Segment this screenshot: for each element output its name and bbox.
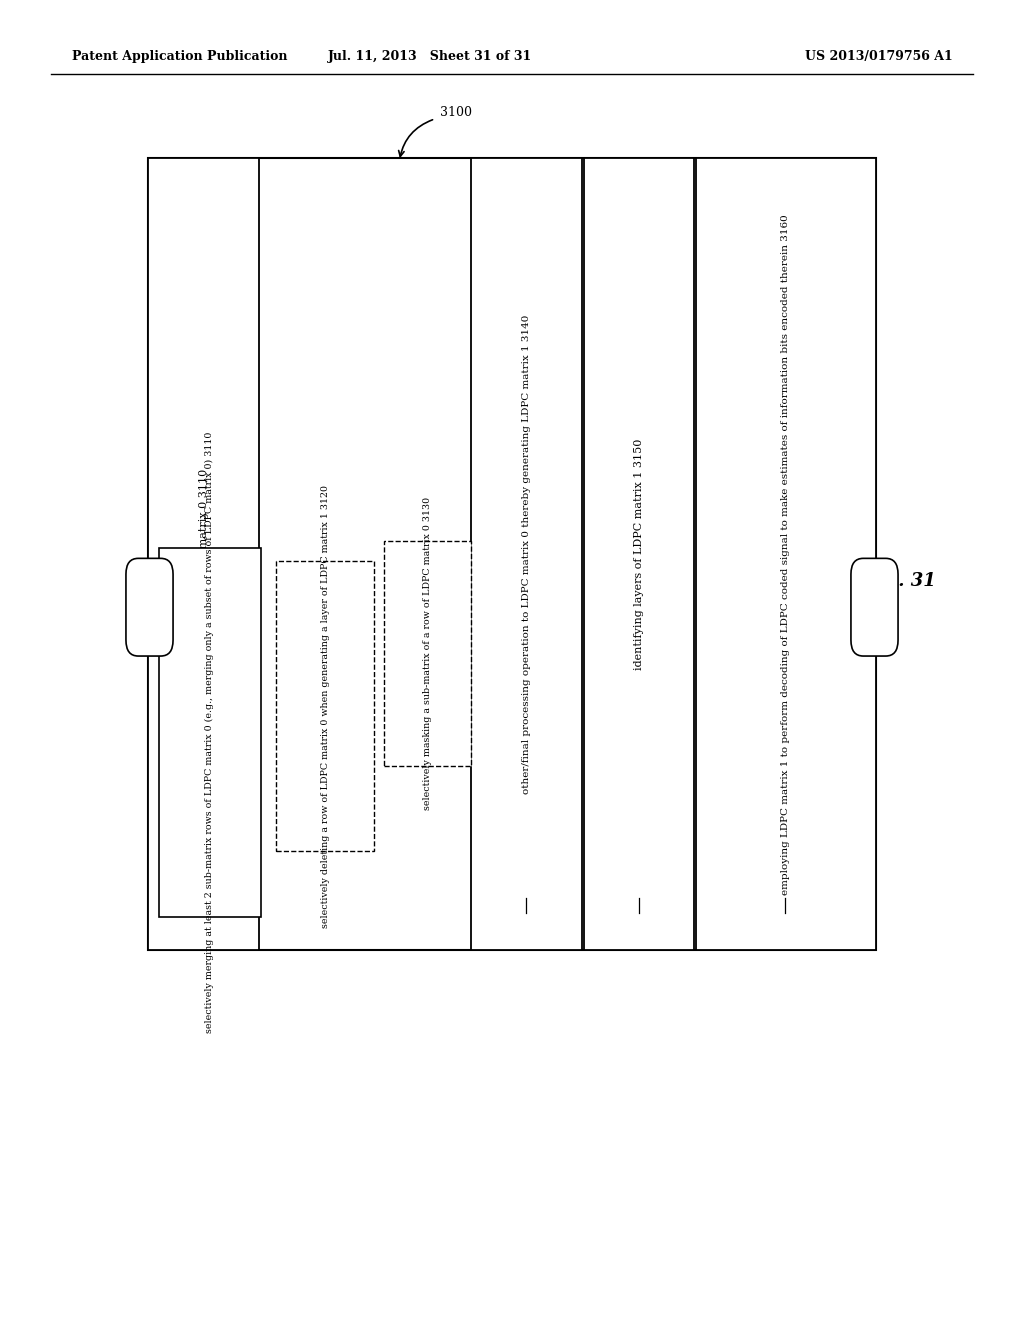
Text: Jul. 11, 2013   Sheet 31 of 31: Jul. 11, 2013 Sheet 31 of 31 <box>328 50 532 63</box>
Text: Fig. 31: Fig. 31 <box>866 572 936 590</box>
Bar <box>384 541 471 766</box>
Bar <box>584 158 694 950</box>
Text: identifying layers of LDPC matrix 1 3150: identifying layers of LDPC matrix 1 3150 <box>634 438 644 671</box>
Bar <box>696 158 876 950</box>
Text: selectively merging at least 2 sub-matrix rows of LDPC matrix 0 (e.g., merging o: selectively merging at least 2 sub-matri… <box>206 432 214 1034</box>
Bar <box>148 158 259 950</box>
Text: selectively deleting a row of LDPC matrix 0 when generating a layer of LDPC matr: selectively deleting a row of LDPC matri… <box>321 484 330 928</box>
Text: receiving LDPC matrix 0 3110: receiving LDPC matrix 0 3110 <box>199 469 209 640</box>
Text: 3100: 3100 <box>440 106 472 119</box>
FancyBboxPatch shape <box>126 558 173 656</box>
FancyBboxPatch shape <box>851 558 898 656</box>
Bar <box>276 561 374 851</box>
Text: Patent Application Publication: Patent Application Publication <box>72 50 287 63</box>
Text: US 2013/0179756 A1: US 2013/0179756 A1 <box>805 50 952 63</box>
Text: other/final processing operation to LDPC matrix 0 thereby generating LDPC matrix: other/final processing operation to LDPC… <box>522 314 530 795</box>
Bar <box>471 158 582 950</box>
Text: employing LDPC matrix 1 to perform decoding of LDPC coded signal to make estimat: employing LDPC matrix 1 to perform decod… <box>781 214 791 895</box>
Text: selectively masking a sub-matrix of a row of LDPC matrix 0 3130: selectively masking a sub-matrix of a ro… <box>423 496 432 810</box>
Bar <box>159 548 261 917</box>
Bar <box>148 158 876 950</box>
